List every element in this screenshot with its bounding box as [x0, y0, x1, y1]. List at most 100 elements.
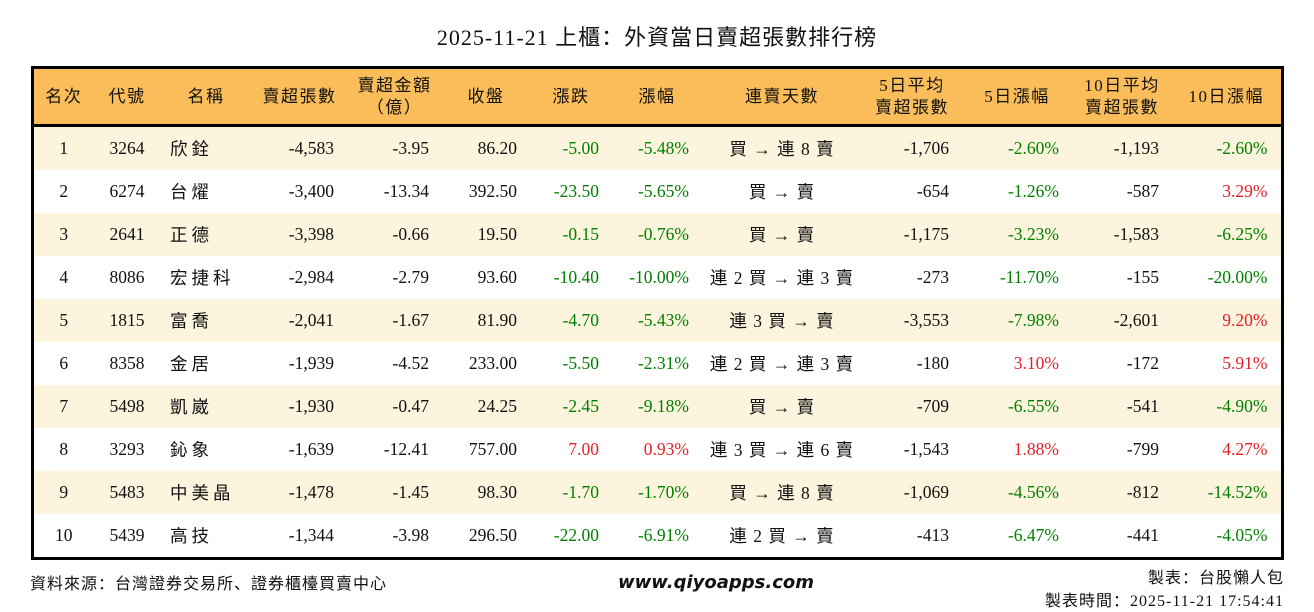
change-pct-cell: 0.93% — [643, 439, 689, 459]
net-sell-cell: -1,939 — [288, 353, 334, 373]
page-title: 2025-11-21 上櫃：外資當日賣超張數排行榜 — [436, 25, 878, 50]
name-cell: 富喬 — [170, 311, 213, 331]
header-name: 名稱 — [160, 67, 252, 127]
header-streak: 連賣天數 — [702, 67, 862, 127]
amount-cell: -2.79 — [392, 267, 429, 287]
name-cell: 欣銓 — [170, 139, 213, 159]
name-cell: 台燿 — [170, 182, 213, 202]
table-row: 8 3293 鈊象 -1,639 -12.41 757.00 7.00 0.93% 連 3 買 … — [32, 428, 1282, 471]
close-cell: 296.50 — [468, 525, 517, 545]
change-cell: -10.40 — [553, 267, 599, 287]
pct5-cell: 1.88% — [1013, 439, 1059, 459]
name-cell: 中美晶 — [170, 483, 235, 503]
net-sell-cell: -2,041 — [288, 310, 334, 330]
streak-cell: 連 2 買 → 連 3 賣 — [709, 268, 855, 288]
pct5-cell: 3.10% — [1013, 353, 1059, 373]
table-row: 6 8358 金居 -1,939 -4.52 233.00 -5.50 -2.31% 連 2 買… — [32, 342, 1282, 385]
close-cell: 392.50 — [468, 181, 517, 201]
change-cell: -4.70 — [562, 310, 599, 330]
amount-cell: -4.52 — [392, 353, 429, 373]
pct5-cell: -4.56% — [1007, 482, 1059, 502]
net-sell-cell: -3,398 — [288, 224, 334, 244]
website-label: www.qiyoapps.com — [618, 572, 815, 593]
name-cell: 正德 — [170, 225, 213, 245]
data-source-label: 資料來源：台灣證券交易所、證券櫃檯買賣中心 — [30, 576, 388, 593]
pct10-cell: -4.90% — [1216, 396, 1268, 416]
avg5-cell: -413 — [916, 525, 949, 545]
change-pct-cell: -10.00% — [629, 267, 689, 287]
net-sell-cell: -4,583 — [288, 138, 334, 158]
amount-cell: -13.34 — [383, 181, 429, 201]
streak-cell: 連 2 買 → 賣 — [729, 526, 835, 546]
avg10-cell: -812 — [1126, 482, 1159, 502]
rank-cell: 8 — [59, 439, 69, 459]
table-row: 10 5439 高技 -1,344 -3.98 296.50 -22.00 -6.91% 連 2… — [32, 514, 1282, 559]
pct5-cell: -3.23% — [1007, 224, 1059, 244]
avg10-cell: -441 — [1126, 525, 1159, 545]
net-sell-cell: -1,639 — [288, 439, 334, 459]
rank-cell: 9 — [59, 482, 69, 502]
pct10-cell: -14.52% — [1207, 482, 1268, 502]
pct5-cell: -7.98% — [1007, 310, 1059, 330]
pct10-cell: 5.91% — [1222, 353, 1268, 373]
pct5-cell: -11.70% — [999, 267, 1059, 287]
code-cell: 5439 — [109, 525, 145, 545]
avg10-cell: -1,583 — [1113, 224, 1159, 244]
change-pct-cell: -0.76% — [637, 224, 689, 244]
streak-cell: 買 → 賣 — [748, 182, 816, 202]
streak-cell: 連 2 買 → 連 3 賣 — [709, 354, 855, 374]
code-cell: 8358 — [109, 353, 145, 373]
avg5-cell: -1,706 — [903, 138, 949, 158]
close-cell: 233.00 — [468, 353, 517, 373]
avg5-cell: -709 — [916, 396, 949, 416]
streak-cell: 買 → 連 8 賣 — [729, 483, 835, 503]
header-avg5: 5日平均 賣超張數 — [862, 67, 962, 127]
change-pct-cell: -5.65% — [637, 181, 689, 201]
pct10-cell: -2.60% — [1216, 138, 1268, 158]
pct5-cell: -6.47% — [1007, 525, 1059, 545]
change-cell: -0.15 — [562, 224, 599, 244]
change-cell: 7.00 — [568, 439, 599, 459]
header-code: 代號 — [94, 67, 160, 127]
code-cell: 3264 — [109, 138, 145, 158]
change-pct-cell: -1.70% — [637, 482, 689, 502]
table-row: 3 2641 正德 -3,398 -0.66 19.50 -0.15 -0.76% 買 → 賣 -… — [32, 213, 1282, 256]
avg10-cell: -587 — [1126, 181, 1159, 201]
pct5-cell: -6.55% — [1007, 396, 1059, 416]
rank-cell: 4 — [59, 267, 69, 287]
avg5-cell: -1,543 — [903, 439, 949, 459]
header-close: 收盤 — [442, 67, 530, 127]
header-rank: 名次 — [32, 67, 94, 127]
streak-cell: 連 3 買 → 賣 — [729, 311, 835, 331]
header-avg10: 10日平均 賣超張數 — [1072, 67, 1172, 127]
net-sell-cell: -2,984 — [288, 267, 334, 287]
rank-cell: 2 — [59, 181, 69, 201]
header-change: 漲跌 — [530, 67, 612, 127]
amount-cell: -0.66 — [392, 224, 429, 244]
pct5-cell: -2.60% — [1007, 138, 1059, 158]
streak-cell: 買 → 連 8 賣 — [729, 139, 835, 159]
change-cell: -5.00 — [562, 138, 599, 158]
code-cell: 5498 — [109, 396, 145, 416]
header-amount: 賣超金額 （億） — [347, 67, 442, 127]
net-sell-cell: -1,478 — [288, 482, 334, 502]
close-cell: 98.30 — [477, 482, 517, 502]
table-row: 1 3264 欣銓 -4,583 -3.95 86.20 -5.00 -5.48% 買 → 連 … — [32, 125, 1282, 170]
footer: 資料來源：台灣證券交易所、證券櫃檯買賣中心 www.qiyoapps.com 製… — [30, 567, 1284, 612]
code-cell: 5483 — [109, 482, 145, 502]
header-change-pct: 漲幅 — [612, 67, 702, 127]
header-pct5: 5日漲幅 — [962, 67, 1072, 127]
ranking-table: 名次 代號 名稱 賣超張數 賣超金額 （億） 收盤 漲跌 漲幅 連賣天數 5日平… — [30, 66, 1284, 560]
avg10-cell: -2,601 — [1113, 310, 1159, 330]
amount-cell: -1.67 — [392, 310, 429, 330]
rank-cell: 5 — [59, 310, 69, 330]
header-net-sell: 賣超張數 — [252, 67, 347, 127]
amount-cell: -3.95 — [392, 138, 429, 158]
streak-cell: 連 3 買 → 連 6 賣 — [709, 440, 855, 460]
avg5-cell: -3,553 — [903, 310, 949, 330]
net-sell-cell: -1,930 — [288, 396, 334, 416]
net-sell-cell: -1,344 — [288, 525, 334, 545]
close-cell: 81.90 — [477, 310, 517, 330]
amount-cell: -12.41 — [383, 439, 429, 459]
code-cell: 6274 — [109, 181, 145, 201]
